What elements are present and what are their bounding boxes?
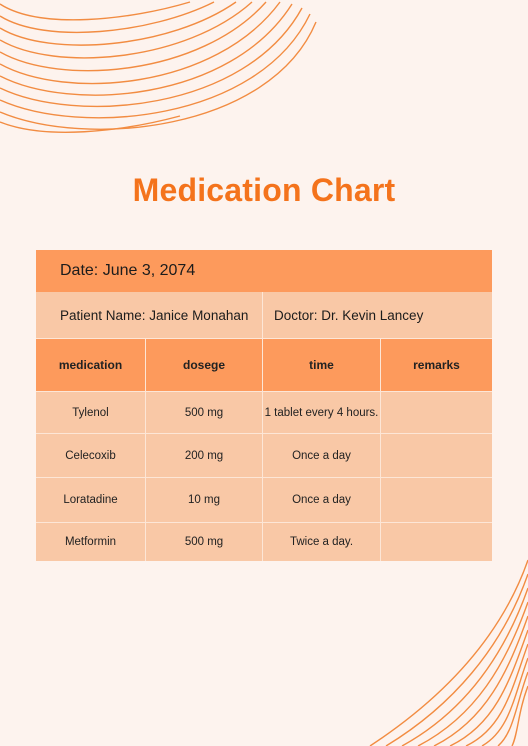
dosage-cell: 200 mg — [146, 434, 263, 477]
remarks-cell — [381, 392, 492, 433]
header-medication: medication — [36, 339, 146, 391]
remarks-cell — [381, 478, 492, 522]
date-row: Date: June 3, 2074 — [36, 250, 492, 292]
remarks-cell — [381, 434, 492, 477]
header-dosage: dosege — [146, 339, 263, 391]
header-time: time — [263, 339, 381, 391]
time-cell: Twice a day. — [263, 523, 381, 561]
medication-cell: Celecoxib — [36, 434, 146, 477]
time-cell: Once a day — [263, 434, 381, 477]
patient-name: Patient Name: Janice Monahan — [36, 292, 263, 338]
dosage-cell: 500 mg — [146, 523, 263, 561]
table-row: Celecoxib 200 mg Once a day — [36, 433, 492, 477]
dosage-cell: 10 mg — [146, 478, 263, 522]
patient-info-row: Patient Name: Janice Monahan Doctor: Dr.… — [36, 292, 492, 338]
date-text: Date: June 3, 2074 — [60, 262, 196, 279]
table-row: Tylenol 500 mg 1 tablet every 4 hours. — [36, 391, 492, 433]
document-title: Medication Chart — [132, 172, 396, 208]
medication-cell: Metformin — [36, 523, 146, 561]
table-row: Metformin 500 mg Twice a day. — [36, 522, 492, 561]
table-header-row: medication dosege time remarks — [36, 338, 492, 391]
table-row: Loratadine 10 mg Once a day — [36, 477, 492, 522]
time-cell: 1 tablet every 4 hours. — [263, 392, 381, 433]
medication-table: Date: June 3, 2074 Patient Name: Janice … — [36, 250, 492, 561]
dosage-cell: 500 mg — [146, 392, 263, 433]
medication-cell: Loratadine — [36, 478, 146, 522]
medication-cell: Tylenol — [36, 392, 146, 433]
time-cell: Once a day — [263, 478, 381, 522]
remarks-cell — [381, 523, 492, 561]
header-remarks: remarks — [413, 358, 460, 372]
doctor-name: Doctor: Dr. Kevin Lancey — [274, 307, 424, 323]
